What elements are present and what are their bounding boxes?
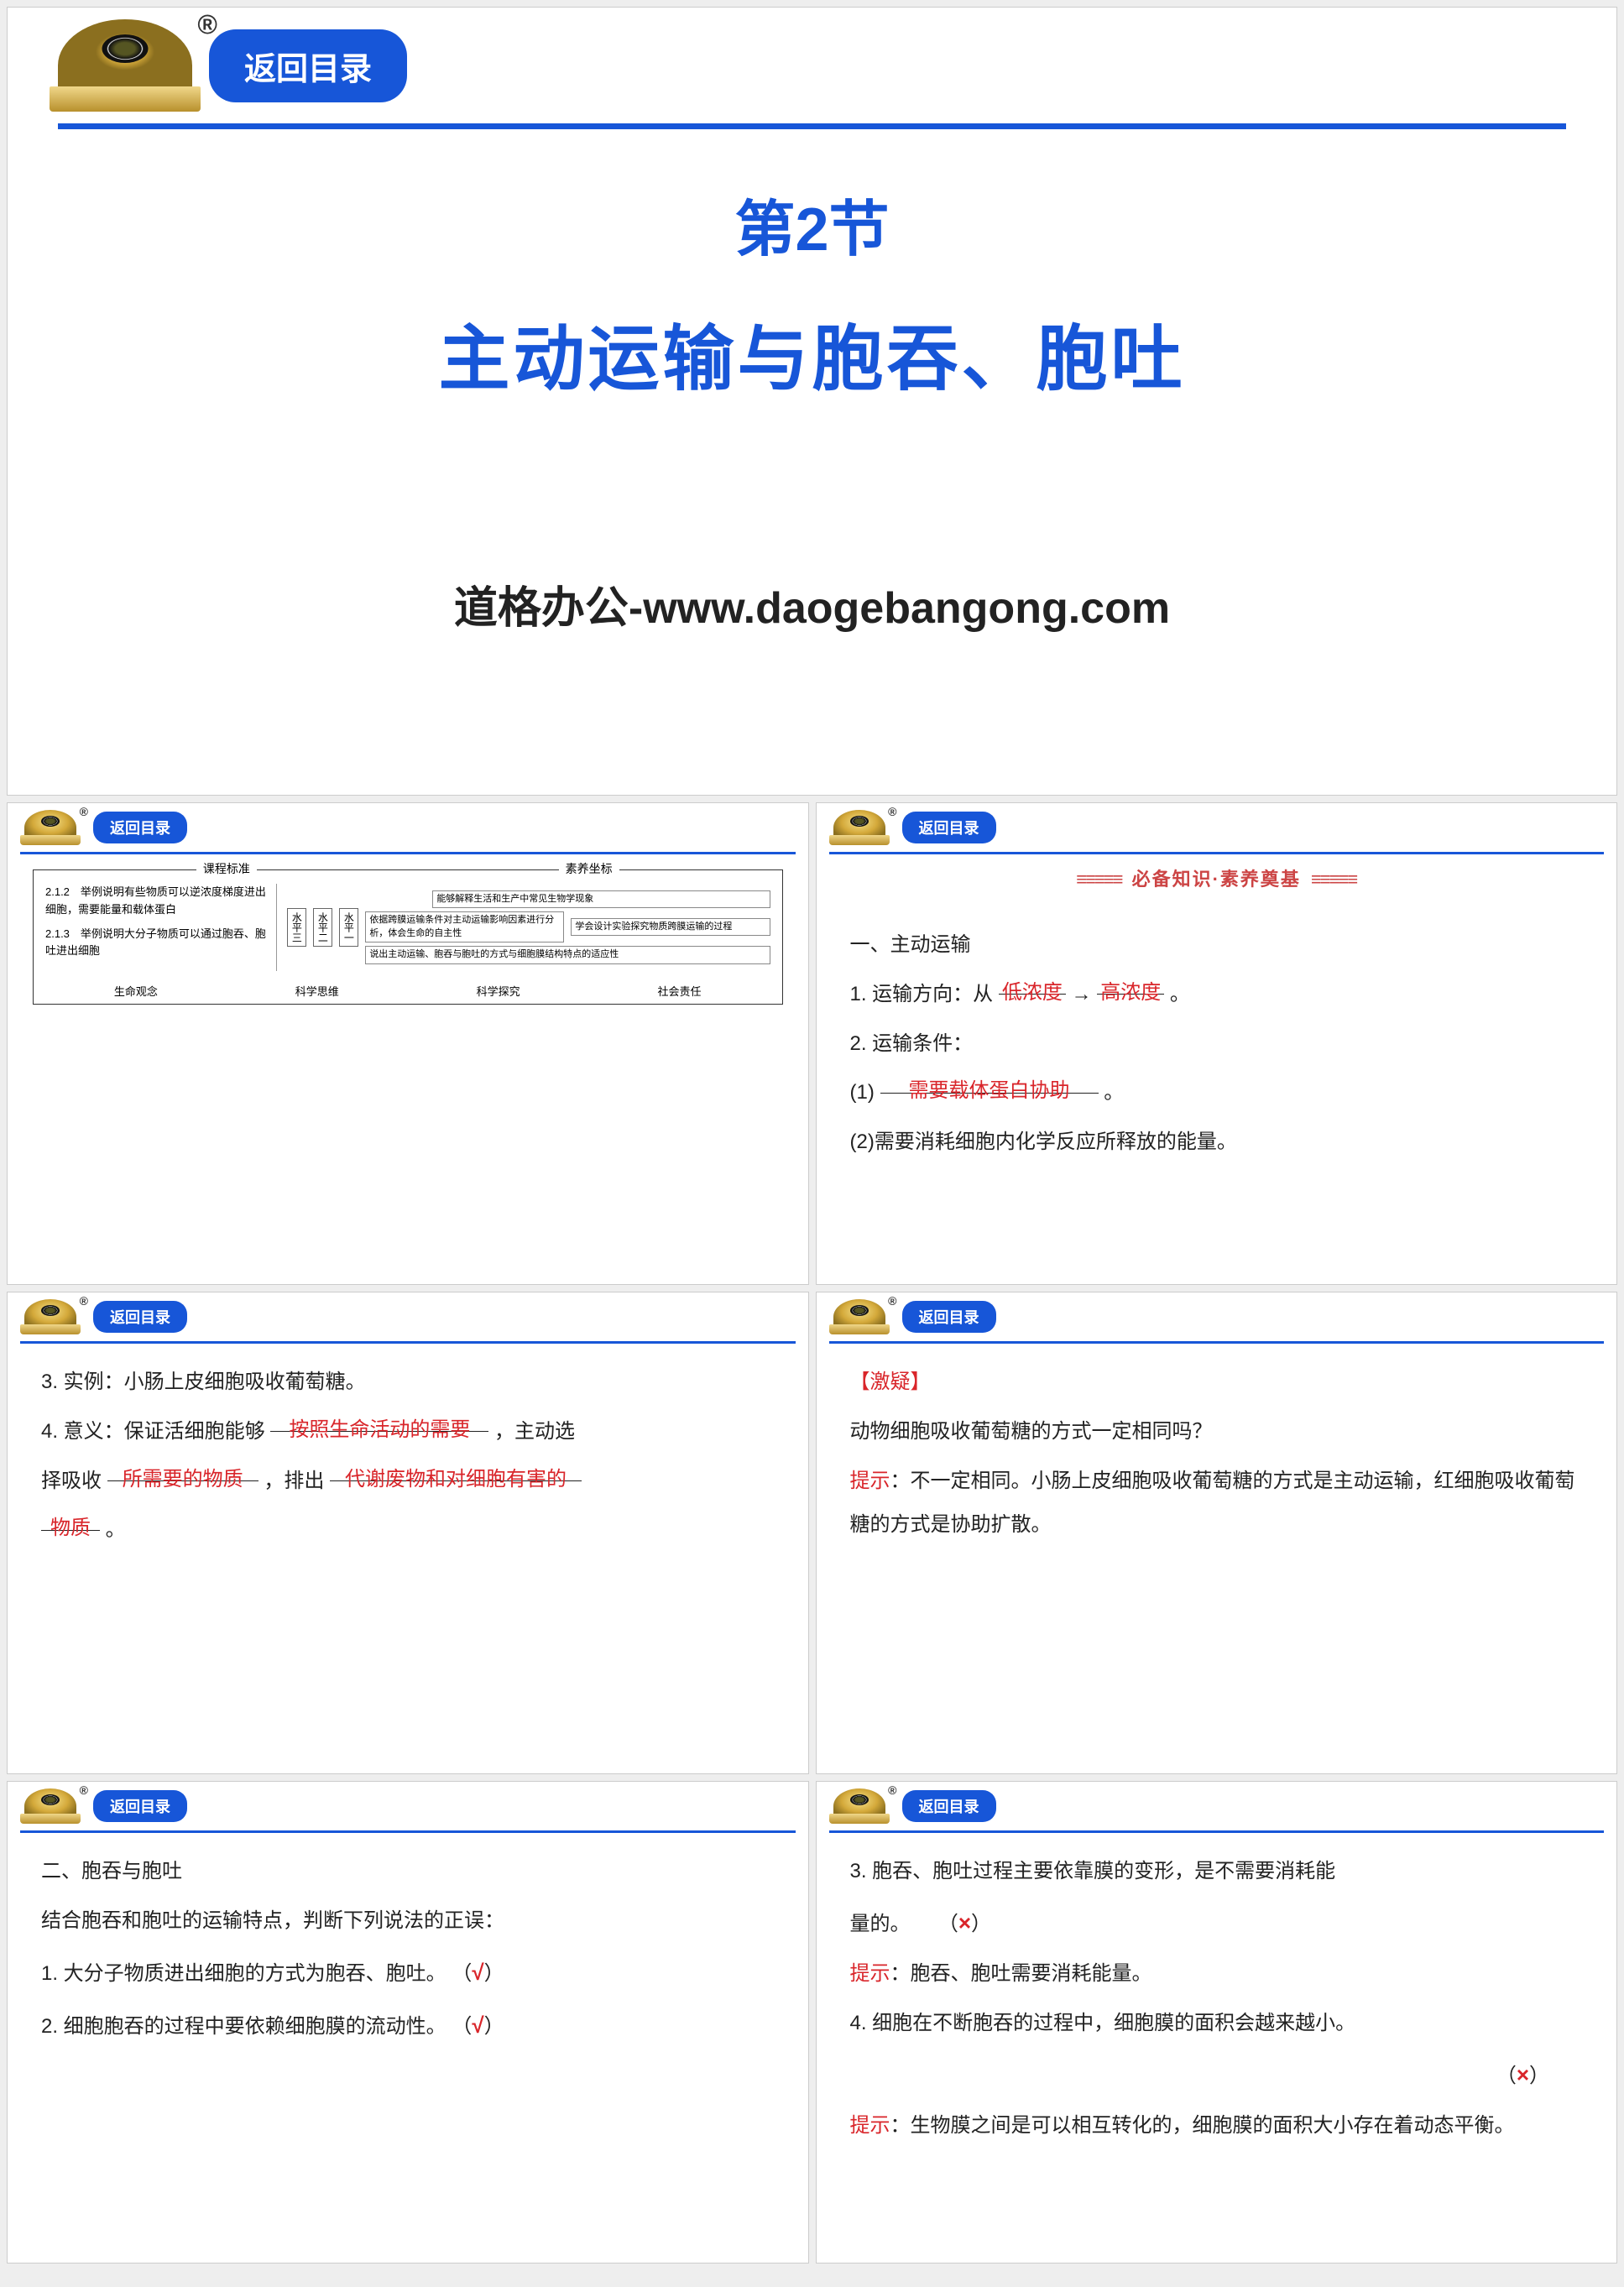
section-banner: ≡≡≡≡≡ 必备知识·素养奠基 ≡≡≡≡≡ [817,864,1617,891]
literacy-text: 能够解释生活和生产中常见生物学现象 [432,890,770,908]
answer-excrete: 代谢废物和对细胞有害的 [345,1468,567,1491]
slide-example-meaning: ®返回目录 3. 实例：小肠上皮细胞吸收葡萄糖。 4. 意义：保证活细胞能够 按… [7,1292,809,1774]
slide-endo-exo: ®返回目录 二、胞吞与胞吐 结合胞吞和胞吐的运输特点，判断下列说法的正误： 1.… [7,1781,809,2264]
book-eye-logo-icon [24,1299,76,1334]
std-item: 2.1.3 举例说明大分子物质可以通过胞吞、胞吐进出细胞 [45,926,269,961]
toc-button[interactable]: 返回目录 [902,1790,996,1822]
answer-high-conc: 高浓度 [1100,981,1161,1004]
book-eye-logo-icon [833,810,885,845]
curriculum-items: 2.1.2 举例说明有些物质可以逆浓度梯度进出细胞，需要能量和载体蛋白 2.1.… [45,884,277,971]
level-label: 水平三 [287,908,306,947]
header-rule [58,123,1566,129]
heading-active-transport: 一、主动运输 [850,923,1584,968]
std-item: 2.1.2 举例说明有些物质可以逆浓度梯度进出细胞，需要能量和载体蛋白 [45,884,269,919]
answer-absorb: 所需要的物质 [123,1468,243,1491]
answer-low-conc: 低浓度 [1002,981,1063,1004]
check-icon: √ [472,1960,483,1985]
slide-header: ® 返回目录 [8,8,1616,123]
answer-substance: 物质 [50,1517,91,1539]
intro-text: 结合胞吞和胞吐的运输特点，判断下列说法的正误： [41,1899,775,1944]
standards-box: 课程标准 素养坐标 2.1.2 举例说明有些物质可以逆浓度梯度进出细胞，需要能量… [33,869,783,1005]
slide-endo-exo-2: ®返回目录 3. 胞吞、胞吐过程主要依靠膜的变形，是不需要消耗能 量的。 （×）… [816,1781,1618,2264]
hint-3: 提示：胞吞、胞吐需要消耗能量。 [850,1952,1584,1997]
question-tag: 【激疑】 [850,1360,1584,1405]
label-curriculum: 课程标准 [196,860,257,877]
transport-direction: 1. 运输方向：从 低浓度 → 高浓度 。 [850,973,1584,1017]
book-eye-logo-icon [24,810,76,845]
slide-question: ®返回目录 【激疑】 动物细胞吸收葡萄糖的方式一定相同吗？ 提示：不一定相同。小… [816,1292,1618,1774]
tf-question-3: 3. 胞吞、胞吐过程主要依靠膜的变形，是不需要消耗能 [850,1850,1584,1894]
cross-icon: × [1517,2062,1529,2087]
answer-carrier: 需要载体蛋白协助 [909,1079,1070,1102]
label-literacy: 素养坐标 [559,860,619,877]
book-eye-logo-icon [58,19,192,112]
question-text: 动物细胞吸收葡萄糖的方式一定相同吗？ [850,1410,1584,1454]
slide-active-transport: ®返回目录 ≡≡≡≡≡ 必备知识·素养奠基 ≡≡≡≡≡ 一、主动运输 1. 运输… [816,802,1618,1285]
tf-question-1: 1. 大分子物质进出细胞的方式为胞吞、胞吐。 （√） [41,1949,775,1997]
level-label: 水平二 [313,908,332,947]
level-label: 水平一 [339,908,358,947]
tf-question-4: 4. 细胞在不断胞吞的过程中，细胞膜的面积会越来越小。 [850,2002,1584,2046]
toc-button[interactable]: 返回目录 [93,812,187,843]
toc-button[interactable]: 返回目录 [209,29,407,102]
transport-conditions: 2. 运输条件： [850,1022,1584,1067]
hint-text: 提示：不一定相同。小肠上皮细胞吸收葡萄糖的方式是主动运输，红细胞吸收葡萄糖的方式… [850,1459,1584,1548]
toc-button[interactable]: 返回目录 [93,1790,187,1822]
logo-wrap: ® [58,19,192,112]
literacy-text: 说出主动运输、胞吞与胞吐的方式与细胞膜结构特点的适应性 [365,946,770,963]
main-slide: ® 返回目录 第2节 主动运输与胞吞、胞吐 道格办公-www.daogebang… [7,7,1617,796]
toc-button[interactable]: 返回目录 [93,1301,187,1333]
slide-header: ® 返回目录 [8,803,808,852]
answer-need: 按照生命活动的需要 [289,1418,470,1441]
condition-2: (2)需要消耗细胞内化学反应所释放的能量。 [850,1120,1584,1165]
tf-question-2: 2. 细胞胞吞的过程中要依赖细胞膜的流动性。 （√） [41,2002,775,2049]
book-eye-logo-icon [833,1299,885,1334]
meaning-line-1: 4. 意义：保证活细胞能够 按照生命活动的需要 ，主动选 [41,1410,775,1454]
toc-button[interactable]: 返回目录 [902,812,996,843]
example-line: 3. 实例：小肠上皮细胞吸收葡萄糖。 [41,1360,775,1405]
thumb-grid: ® 返回目录 课程标准 素养坐标 2.1.2 举例说明有些物质可以逆浓度梯度进出… [7,802,1617,2264]
literacy-text: 依据跨膜运输条件对主动运输影响因素进行分析，体会生命的自主性 [365,911,564,942]
literacy-footer: 生命观念 科学思维 科学探究 社会责任 [45,978,770,999]
cross-icon: × [958,1910,971,1935]
toc-button[interactable]: 返回目录 [902,1301,996,1333]
meaning-line-2: 择吸收 所需要的物质 ，排出 代谢废物和对细胞有害的 [41,1459,775,1504]
section-title: 主动运输与胞吞、胞吐 [8,301,1616,405]
registered-mark: ® [197,9,217,40]
book-eye-logo-icon [833,1788,885,1824]
condition-1: (1) 需要载体蛋白协助 。 [850,1071,1584,1115]
hint-4: 提示：生物膜之间是可以相互转化的，细胞膜的面积大小存在着动态平衡。 [850,2104,1584,2149]
watermark: 道格办公-www.daogebangong.com [8,572,1616,635]
check-icon: √ [472,2013,483,2038]
section-number: 第2节 [8,180,1616,268]
book-eye-logo-icon [24,1788,76,1824]
heading-endo-exo: 二、胞吞与胞吐 [41,1850,775,1894]
header-rule [20,852,796,854]
literacy-text: 学会设计实验探究物质跨膜运输的过程 [571,918,770,936]
slide-standards: ® 返回目录 课程标准 素养坐标 2.1.2 举例说明有些物质可以逆浓度梯度进出… [7,802,809,1285]
meaning-line-3: 物质 。 [41,1508,775,1553]
